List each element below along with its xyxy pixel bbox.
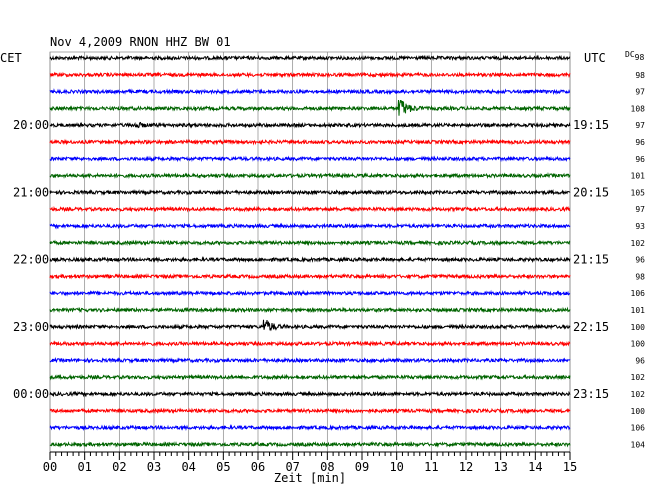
left-timezone-label: CET — [0, 51, 22, 65]
time-grid — [49, 51, 571, 453]
dc-offset-label: 102 — [631, 390, 646, 399]
trace-line — [49, 256, 571, 264]
dc-offset-label: 106 — [631, 424, 646, 433]
x-tick-label: 13 — [493, 460, 507, 474]
x-tick-label: 01 — [77, 460, 91, 474]
x-tick-label: 00 — [43, 460, 57, 474]
dc-offset-label: 106 — [631, 289, 646, 298]
x-axis: 00 01 02 03 04 05 06 07 08 09 10 11 12 13 14 15 — [43, 451, 577, 474]
x-tick-label: 06 — [251, 460, 265, 474]
trace-line — [49, 138, 571, 146]
trace-line — [49, 289, 571, 297]
utc-hour-label: 20:15 — [573, 185, 609, 199]
x-tick-label: 15 — [563, 460, 577, 474]
trace-line — [49, 222, 571, 230]
trace-line — [49, 373, 571, 381]
x-tick-label: 11 — [424, 460, 438, 474]
cet-hour-label: 21:00 — [13, 185, 49, 199]
trace-line — [49, 239, 571, 247]
dc-offset-label: 104 — [631, 440, 646, 449]
dc-offset-label: 102 — [631, 239, 646, 248]
dc-offset-label: 108 — [631, 104, 646, 113]
right-timezone-label: UTC — [584, 51, 606, 65]
dc-offset-label: 105 — [631, 188, 646, 197]
dc-offset-label: 101 — [631, 306, 646, 315]
dc-offset-label: 100 — [631, 407, 646, 416]
utc-hour-label: 19:15 — [573, 118, 609, 132]
x-tick-label: 03 — [147, 460, 161, 474]
trace-line — [49, 319, 571, 332]
trace-line — [49, 121, 571, 129]
utc-hour-label: 23:15 — [573, 387, 609, 401]
dc-offset-label: 96 — [635, 155, 645, 164]
trace-line — [49, 88, 570, 96]
trace-line — [49, 356, 571, 364]
dc-offset-label: 102 — [631, 373, 646, 382]
trace-labels: 98 97 108 20:00 19:15 97 96 96 101 21:00 20:15 105 9… — [13, 71, 645, 450]
dc-offset-label: 96 — [635, 356, 645, 365]
x-tick-label: 08 — [320, 460, 334, 474]
x-tick-label: 10 — [389, 460, 403, 474]
dc-offset-label: 98 — [635, 272, 645, 281]
chart-title: Nov 4,2009 RNON HHZ BW 01 — [50, 35, 231, 49]
dc-offset-label: 97 — [635, 88, 645, 97]
trace-line — [49, 424, 571, 432]
x-axis-label: Zeit [min] — [274, 471, 346, 485]
cet-hour-label: 23:00 — [13, 320, 49, 334]
trace-line — [49, 172, 571, 180]
trace-line — [49, 407, 571, 415]
trace-line — [49, 205, 571, 213]
trace-line — [49, 306, 571, 314]
dc-offset-label: 101 — [631, 172, 646, 181]
utc-hour-label: 22:15 — [573, 320, 609, 334]
trace-line — [49, 155, 571, 163]
dc-offset-label: 100 — [631, 323, 646, 332]
dc-offset-label: 97 — [635, 121, 645, 130]
utc-hour-label: 21:15 — [573, 253, 609, 267]
x-tick-label: 07 — [285, 460, 299, 474]
x-tick-label: 12 — [459, 460, 473, 474]
traces-group — [49, 54, 571, 448]
dc-label: DC98 — [625, 50, 644, 62]
x-tick-label: 02 — [112, 460, 126, 474]
x-tick-label: 05 — [216, 460, 230, 474]
trace-line — [49, 99, 571, 116]
trace-line — [49, 272, 571, 280]
x-tick-label: 09 — [355, 460, 369, 474]
cet-hour-label: 00:00 — [13, 387, 49, 401]
cet-hour-label: 20:00 — [13, 118, 49, 132]
dc-offset-label: 100 — [631, 340, 646, 349]
dc-offset-label: 96 — [635, 256, 645, 265]
trace-line — [49, 390, 571, 398]
trace-line — [49, 71, 571, 79]
dc-offset-label: 96 — [635, 138, 645, 147]
x-tick-label: 04 — [181, 460, 195, 474]
trace-line — [49, 340, 571, 348]
dc-offset-label: 97 — [635, 205, 645, 214]
trace-line — [49, 188, 571, 196]
plot-frame — [49, 51, 571, 453]
dc-offset-label: 93 — [635, 222, 645, 231]
x-tick-label: 14 — [528, 460, 542, 474]
trace-line — [49, 54, 571, 62]
trace-line — [49, 440, 571, 448]
dc-offset-label: 98 — [635, 71, 645, 80]
cet-hour-label: 22:00 — [13, 253, 49, 267]
